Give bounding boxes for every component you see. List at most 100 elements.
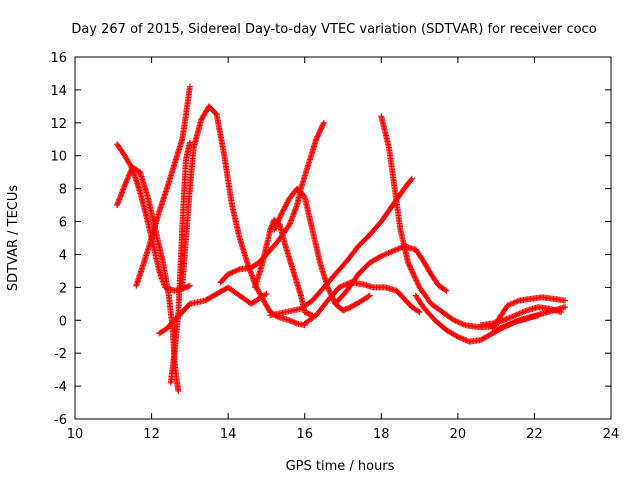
data-point <box>413 277 420 284</box>
data-point <box>415 281 422 288</box>
data-point <box>460 336 467 343</box>
data-point <box>226 270 233 277</box>
data-point <box>126 171 133 178</box>
data-point <box>515 311 522 318</box>
data-point <box>395 245 402 252</box>
x-tick-label: 20 <box>450 427 467 442</box>
data-point <box>501 323 508 330</box>
y-tick-label: 2 <box>59 281 67 296</box>
series-arc-10 <box>267 175 415 319</box>
plot-frame <box>74 56 612 420</box>
data-point <box>225 271 232 278</box>
data-point <box>459 320 466 327</box>
data-point <box>381 251 388 258</box>
data-point <box>175 388 182 395</box>
y-tick-label: 16 <box>50 51 67 66</box>
data-point <box>506 314 513 321</box>
data-point <box>518 309 525 316</box>
data-point <box>416 309 423 316</box>
data-point <box>256 290 263 297</box>
y-tick-label: -6 <box>54 413 67 428</box>
data-point <box>394 246 401 253</box>
y-tick-label: -4 <box>54 380 67 395</box>
data-point <box>278 210 285 217</box>
data-point <box>275 217 282 224</box>
data-point <box>411 273 418 280</box>
data-point <box>507 320 514 327</box>
data-point <box>122 180 129 187</box>
data-point <box>127 169 134 176</box>
data-point <box>263 290 270 297</box>
data-point <box>562 297 569 304</box>
data-point <box>514 298 521 305</box>
data-point <box>314 133 321 140</box>
data-point <box>514 317 521 324</box>
data-point <box>325 285 332 292</box>
data-point <box>503 322 510 329</box>
data-point <box>461 321 468 328</box>
series-arc-6 <box>179 103 308 329</box>
data-point <box>125 173 132 180</box>
data-point <box>451 317 458 324</box>
x-tick-label: 22 <box>526 427 543 442</box>
data-point <box>391 247 398 254</box>
data-point <box>442 286 449 293</box>
series-arc-3 <box>133 83 193 289</box>
data-point <box>504 302 511 309</box>
data-point <box>458 320 465 327</box>
data-point <box>278 211 285 218</box>
series-arc-4 <box>167 139 193 386</box>
data-point <box>504 322 511 329</box>
data-point <box>384 250 391 257</box>
data-point <box>232 268 239 275</box>
x-tick-label: 12 <box>143 427 160 442</box>
series-arc-13 <box>378 113 500 330</box>
data-point <box>494 326 501 333</box>
data-point <box>412 274 419 281</box>
y-tick-label: 12 <box>50 117 67 132</box>
x-tick-label: 24 <box>603 427 620 442</box>
data-point <box>124 175 131 182</box>
data-point <box>412 276 419 283</box>
data-point <box>272 224 279 231</box>
data-point <box>386 249 393 256</box>
data-point <box>506 301 513 308</box>
data-point <box>509 313 516 320</box>
data-point <box>276 214 283 221</box>
data-point <box>271 225 278 232</box>
data-point <box>453 332 460 339</box>
series-arc-16 <box>489 294 569 332</box>
data-point <box>318 125 325 132</box>
y-axis-title: SDTVAR / TECUs <box>6 185 21 292</box>
data-point <box>502 316 509 323</box>
data-point <box>407 263 413 270</box>
data-point <box>497 325 504 332</box>
data-point <box>406 262 413 269</box>
data-point <box>230 268 237 275</box>
data-point <box>519 309 526 316</box>
data-point <box>506 321 513 328</box>
x-tick-label: 10 <box>67 427 84 442</box>
x-tick-label: 18 <box>373 427 390 442</box>
data-point <box>127 168 134 175</box>
data-point <box>463 337 470 344</box>
data-point <box>520 308 527 315</box>
data-point <box>125 172 132 179</box>
data-point <box>233 267 240 274</box>
data-point <box>500 317 507 324</box>
data-point <box>456 334 463 341</box>
data-point <box>408 175 415 182</box>
data-point <box>378 253 385 260</box>
data-point <box>377 253 384 260</box>
data-point <box>284 199 291 206</box>
data-point <box>256 289 263 296</box>
data-point <box>496 325 503 332</box>
data-point <box>317 128 324 135</box>
data-point <box>228 269 235 276</box>
data-point <box>507 314 514 321</box>
data-point <box>319 122 326 129</box>
y-tick-label: 10 <box>50 150 67 165</box>
series-arc-12 <box>332 243 450 307</box>
